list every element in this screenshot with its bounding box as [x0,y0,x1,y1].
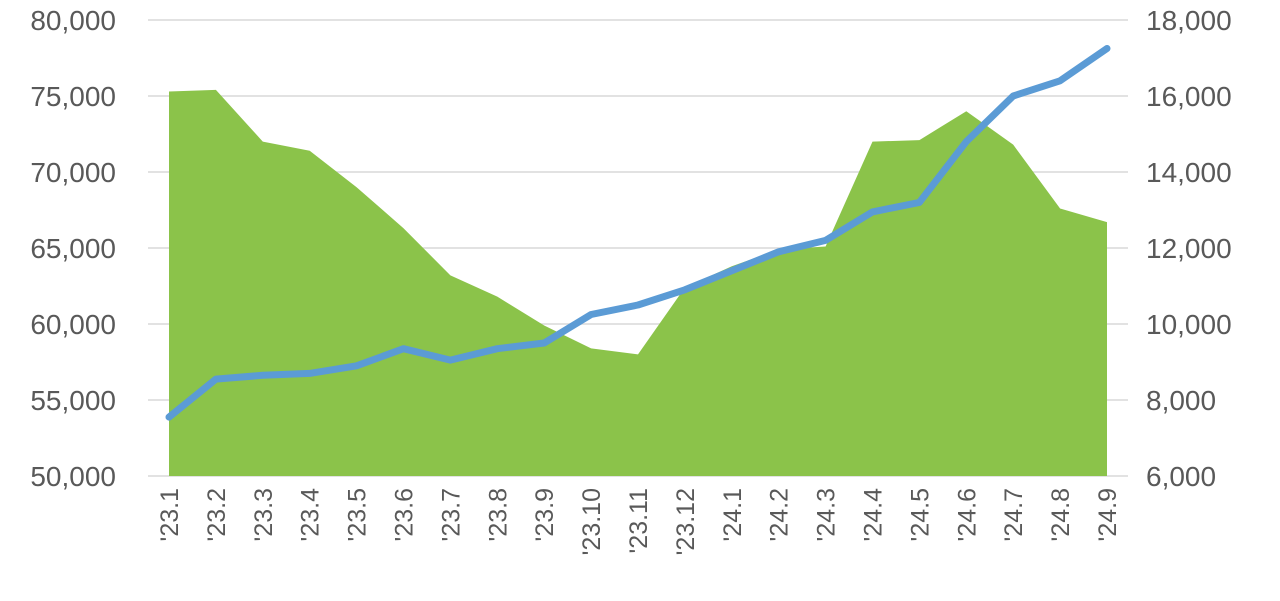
right-tick-label: 16,000 [1146,81,1232,112]
line-series [165,45,1111,421]
x-tick-label: '23.6 [391,488,419,541]
line-series-layer [165,45,1111,421]
right-tick-label: 6,000 [1146,461,1216,492]
left-tick-label: 50,000 [30,461,116,492]
x-tick-label: '23.8 [484,488,512,541]
x-tick-label: '24.5 [906,488,934,541]
x-tick-label: '23.4 [297,488,325,542]
right-tick-label: 14,000 [1146,157,1232,188]
left-tick-label: 70,000 [30,157,116,188]
x-tick-label: '24.3 [813,488,841,541]
x-tick-label: '24.9 [1094,488,1122,541]
right-y-axis: 6,000 8,000 10,000 12,000 14,000 16,000 18,000 [1146,5,1232,492]
x-tick-label: '24.7 [1000,488,1028,541]
left-tick-label: 55,000 [30,385,116,416]
x-tick-label: '23.11 [625,488,653,553]
left-tick-label: 75,000 [30,81,116,112]
x-tick-label: '24.4 [860,488,888,542]
x-tick-label: '23.2 [203,488,231,541]
x-tick-label: '24.2 [766,488,794,541]
x-tick-label: '23.12 [672,488,700,555]
left-tick-label: 60,000 [30,309,116,340]
area-series [169,89,1107,477]
x-axis: '23.1 '23.2 '23.3 '23.4 '23.5 '23.6 '23.7 '23.8… [156,488,1122,555]
right-tick-label: 8,000 [1146,385,1216,416]
x-tick-label: '24.6 [953,488,981,541]
x-tick-label: '23.1 [156,488,184,541]
left-tick-label: 65,000 [30,233,116,264]
right-tick-label: 18,000 [1146,5,1232,36]
x-tick-label: '23.7 [437,488,465,541]
right-tick-label: 12,000 [1146,233,1232,264]
x-tick-label: '23.3 [250,488,278,541]
x-tick-label: '23.10 [578,488,606,555]
x-tick-label: '23.5 [344,488,372,541]
left-tick-label: 80,000 [30,5,116,36]
x-tick-label: '24.8 [1047,488,1075,541]
right-tick-label: 10,000 [1146,309,1232,340]
left-y-axis: 50,000 55,000 60,000 65,000 70,000 75,000 80,0… [30,5,116,492]
area-series-layer [169,89,1107,477]
x-tick-label: '23.9 [531,488,559,541]
x-tick-label: '24.1 [719,488,747,541]
